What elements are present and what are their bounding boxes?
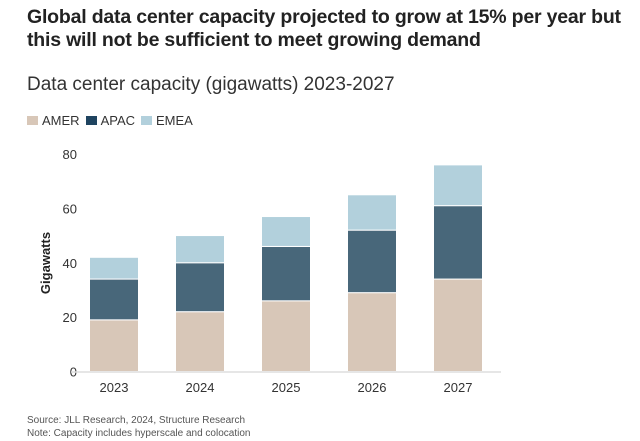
bar-apac-2025	[261, 245, 311, 302]
y-tick-label: 40	[63, 256, 77, 271]
legend-item-amer: AMER	[27, 113, 80, 128]
legend: AMER APAC EMEA	[27, 113, 193, 128]
legend-label: AMER	[42, 113, 80, 128]
x-tick-label: 2025	[272, 380, 301, 395]
y-tick-label: 20	[63, 310, 77, 325]
x-tick-label: 2026	[358, 380, 387, 395]
x-tick-label: 2024	[186, 380, 215, 395]
bar-amer-2024	[175, 311, 225, 372]
note-text: Note: Capacity includes hyperscale and c…	[27, 428, 251, 439]
y-axis-label: Gigawatts	[38, 232, 53, 294]
legend-item-emea: EMEA	[141, 113, 193, 128]
bar-apac-2027	[433, 205, 483, 280]
x-tick-label: 2023	[100, 380, 129, 395]
source-text: Source: JLL Research, 2024, Structure Re…	[27, 415, 246, 426]
legend-label: EMEA	[156, 113, 193, 128]
bar-amer-2027	[433, 278, 483, 372]
x-tick-label: 2027	[444, 380, 473, 395]
legend-label: APAC	[100, 113, 135, 128]
chart-subtitle: Data center capacity (gigawatts) 2023-20…	[27, 74, 395, 95]
bar-amer-2026	[347, 292, 397, 372]
legend-item-apac: APAC	[85, 113, 135, 128]
bar-apac-2024	[175, 262, 225, 313]
bar-amer-2025	[261, 300, 311, 372]
bar-apac-2026	[347, 229, 397, 294]
y-tick-label: 80	[63, 147, 77, 162]
bar-apac-2023	[89, 278, 139, 321]
bar-emea-2023	[89, 256, 139, 280]
bar-emea-2025	[261, 216, 311, 247]
bar-amer-2023	[89, 319, 139, 372]
bar-emea-2026	[347, 194, 397, 231]
bar-emea-2027	[433, 164, 483, 207]
chart-title: Global data center capacity projected to…	[27, 6, 621, 51]
footnotes: Source: JLL Research, 2024, Structure Re…	[27, 414, 250, 440]
bar-emea-2024	[175, 235, 225, 264]
y-tick-label: 60	[63, 201, 77, 216]
